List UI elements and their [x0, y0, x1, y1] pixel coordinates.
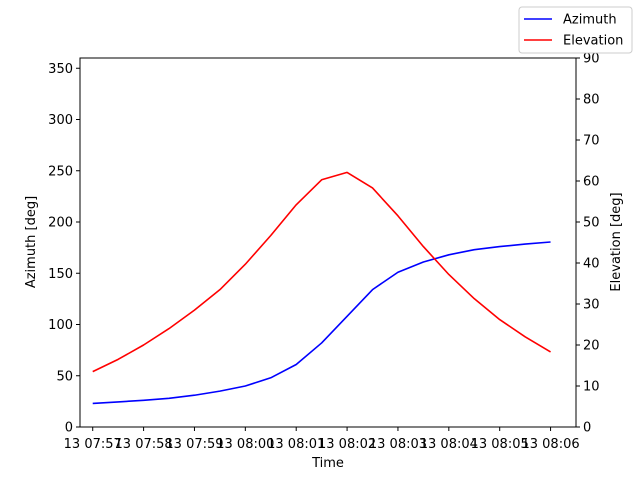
- x-tick-label: 13 08:04: [420, 437, 478, 452]
- x-tick-label: 13 08:01: [267, 437, 325, 452]
- x-tick-label: 13 07:57: [64, 437, 122, 452]
- legend-label: Azimuth: [563, 13, 617, 28]
- plot-area: [92, 171, 551, 405]
- series-line-0: [92, 241, 551, 405]
- y-tick-label-right: 50: [583, 216, 600, 231]
- y-axis-label-left: Azimuth [deg]: [24, 196, 39, 288]
- y-tick-label-right: 40: [583, 257, 600, 272]
- y-tick-label-left: 350: [48, 62, 73, 77]
- axes-frame: [79, 57, 577, 428]
- series-line-1: [92, 171, 551, 373]
- y-tick-label-right: 10: [583, 380, 600, 395]
- x-tick-label: 13 08:03: [369, 437, 427, 452]
- y-tick-label-left: 150: [48, 267, 73, 282]
- y-tick-label-left: 300: [48, 113, 73, 128]
- y-axis-label-right: Elevation [deg]: [609, 192, 624, 291]
- y-tick-label-left: 0: [65, 421, 73, 436]
- legend-label: Elevation: [563, 34, 623, 49]
- y-tick-label-left: 50: [56, 369, 73, 384]
- x-tick-label: 13 08:06: [521, 437, 579, 452]
- y-tick-label-left: 250: [48, 164, 73, 179]
- x-tick-label: 13 07:59: [165, 437, 223, 452]
- x-tick-label: 13 08:05: [471, 437, 529, 452]
- legend: Azimuth Elevation: [518, 6, 633, 54]
- y-tick-label-right: 0: [583, 421, 591, 436]
- y-tick-label-right: 60: [583, 175, 600, 190]
- y-tick-label-left: 200: [48, 216, 73, 231]
- x-tick-label: 13 07:58: [115, 437, 173, 452]
- x-axis-label: Time: [311, 456, 344, 471]
- x-tick-label: 13 08:02: [318, 437, 376, 452]
- y-tick-label-right: 80: [583, 93, 600, 108]
- y-tick-label-right: 30: [583, 298, 600, 313]
- y-tick-label-right: 70: [583, 134, 600, 149]
- y-tick-label-left: 100: [48, 318, 73, 333]
- x-tick-label: 13 08:00: [216, 437, 274, 452]
- y-tick-label-right: 90: [583, 52, 600, 67]
- y-tick-label-right: 20: [583, 339, 600, 354]
